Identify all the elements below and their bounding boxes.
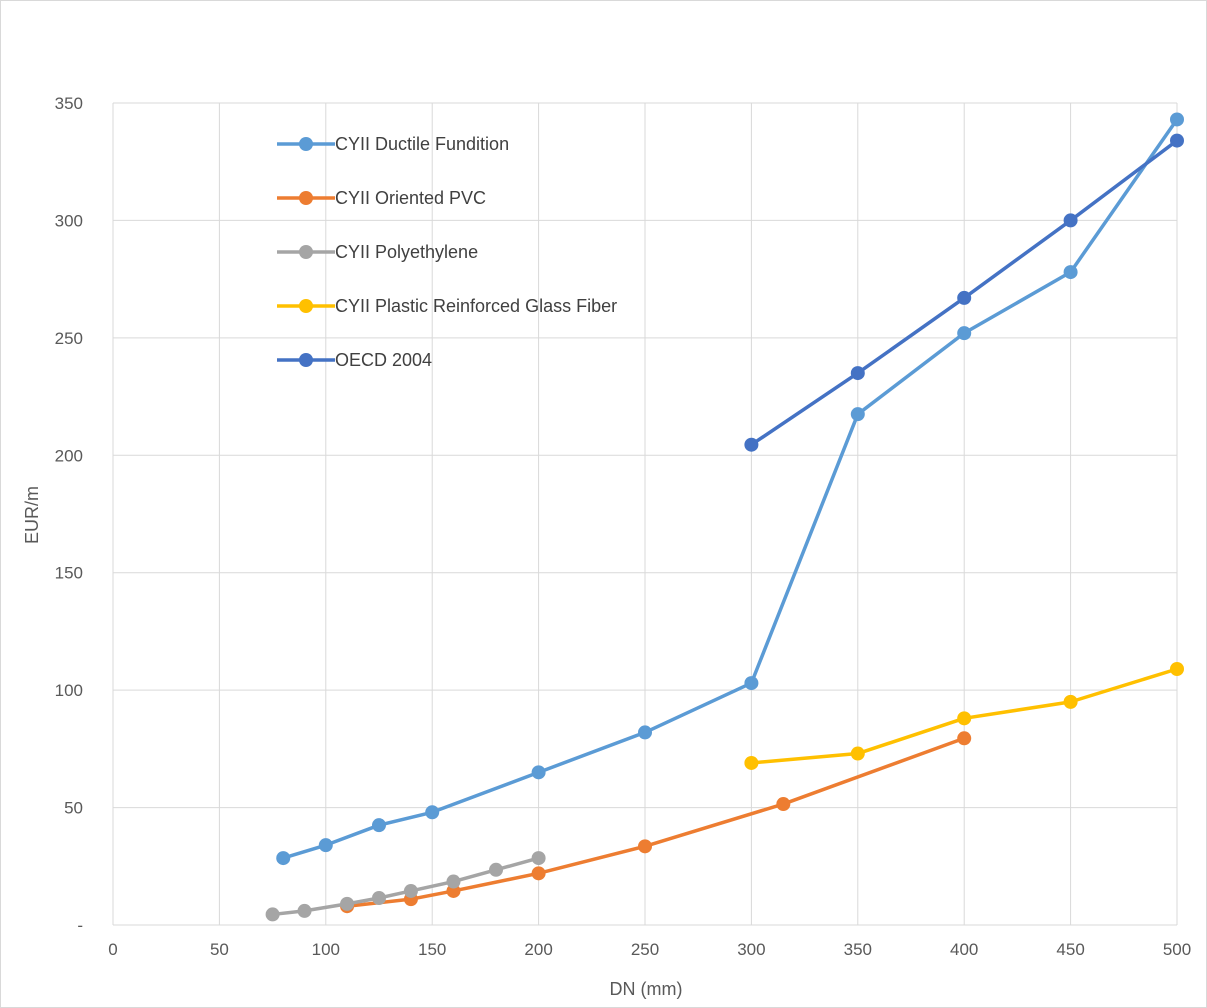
data-point bbox=[403, 883, 418, 898]
data-point bbox=[372, 818, 386, 833]
x-tick-labels: 0 50 100 150 200 250 300 350 400 450 500 bbox=[108, 940, 1191, 959]
legend-label: CYII Oriented PVC bbox=[335, 188, 486, 208]
data-point bbox=[1063, 265, 1078, 280]
legend-item: CYII Plastic Reinforced Glass Fiber bbox=[277, 296, 617, 316]
x-tick-label: 450 bbox=[1056, 940, 1084, 959]
data-point bbox=[744, 755, 759, 770]
data-point bbox=[850, 746, 865, 761]
legend-swatch-marker bbox=[299, 191, 313, 205]
x-tick-label: 500 bbox=[1163, 940, 1191, 959]
data-point bbox=[957, 731, 972, 746]
legend-swatch-marker bbox=[299, 245, 313, 259]
data-point bbox=[297, 903, 312, 918]
y-tick-labels: - 50 100 150 200 250 300 350 bbox=[55, 94, 83, 935]
series-layer bbox=[265, 112, 1184, 922]
data-point bbox=[850, 407, 865, 422]
x-tick-label: 300 bbox=[737, 940, 765, 959]
data-point bbox=[1063, 213, 1078, 228]
y-tick-label: 150 bbox=[55, 564, 83, 583]
data-point bbox=[744, 676, 759, 691]
legend-label: OECD 2004 bbox=[335, 350, 432, 370]
x-tick-label: 50 bbox=[210, 940, 229, 959]
data-point bbox=[446, 874, 461, 889]
data-point bbox=[489, 862, 504, 877]
series-2 bbox=[265, 851, 546, 922]
series-line bbox=[281, 117, 1179, 860]
data-point bbox=[372, 890, 386, 905]
data-point bbox=[276, 851, 291, 866]
x-tick-label: 350 bbox=[844, 940, 872, 959]
y-tick-label: 200 bbox=[55, 446, 83, 465]
data-point bbox=[1063, 694, 1078, 709]
legend-item: CYII Ductile Fundition bbox=[277, 134, 509, 154]
series-0 bbox=[276, 112, 1184, 866]
legend: CYII Ductile Fundition CYII Oriented PVC C… bbox=[277, 134, 617, 370]
y-tick-label: 100 bbox=[55, 681, 83, 700]
x-tick-label: 200 bbox=[524, 940, 552, 959]
series-4 bbox=[744, 133, 1184, 452]
y-tick-label: - bbox=[77, 916, 83, 935]
data-point bbox=[340, 896, 355, 911]
x-tick-label: 100 bbox=[312, 940, 340, 959]
series-3 bbox=[744, 662, 1184, 770]
data-point bbox=[957, 711, 972, 726]
data-point bbox=[265, 907, 280, 922]
legend-label: CYII Ductile Fundition bbox=[335, 134, 509, 154]
data-point bbox=[638, 725, 652, 740]
y-tick-label: 300 bbox=[55, 211, 83, 230]
series-line bbox=[345, 736, 966, 908]
legend-item: CYII Oriented PVC bbox=[277, 188, 486, 208]
legend-swatch-marker bbox=[299, 299, 313, 313]
x-tick-label: 150 bbox=[418, 940, 446, 959]
data-point bbox=[957, 326, 972, 341]
legend-label: CYII Polyethylene bbox=[335, 242, 478, 262]
data-point bbox=[425, 805, 440, 820]
x-tick-label: 400 bbox=[950, 940, 978, 959]
x-tick-label: 250 bbox=[631, 940, 659, 959]
series-line bbox=[270, 856, 541, 917]
legend-item: CYII Polyethylene bbox=[277, 242, 478, 262]
data-point bbox=[531, 866, 546, 881]
data-point bbox=[776, 797, 791, 812]
data-point bbox=[318, 838, 333, 853]
data-point bbox=[638, 839, 652, 854]
legend-item: OECD 2004 bbox=[277, 350, 432, 370]
y-tick-label: 250 bbox=[55, 329, 83, 348]
data-point bbox=[1170, 662, 1184, 677]
data-point bbox=[850, 366, 865, 381]
data-point bbox=[1170, 133, 1184, 148]
y-tick-label: 350 bbox=[55, 94, 83, 113]
data-point bbox=[744, 437, 759, 452]
data-point bbox=[531, 851, 546, 866]
gridlines bbox=[112, 102, 1178, 926]
y-tick-label: 50 bbox=[64, 799, 83, 818]
y-axis-title: EUR/m bbox=[22, 486, 42, 544]
data-point bbox=[531, 765, 546, 780]
data-point bbox=[957, 290, 972, 305]
data-point bbox=[1170, 112, 1184, 127]
x-tick-label: 0 bbox=[108, 940, 117, 959]
legend-swatch-marker bbox=[299, 353, 313, 367]
legend-swatch-marker bbox=[299, 137, 313, 151]
x-axis-title: DN (mm) bbox=[610, 979, 683, 999]
legend-label: CYII Plastic Reinforced Glass Fiber bbox=[335, 296, 617, 316]
